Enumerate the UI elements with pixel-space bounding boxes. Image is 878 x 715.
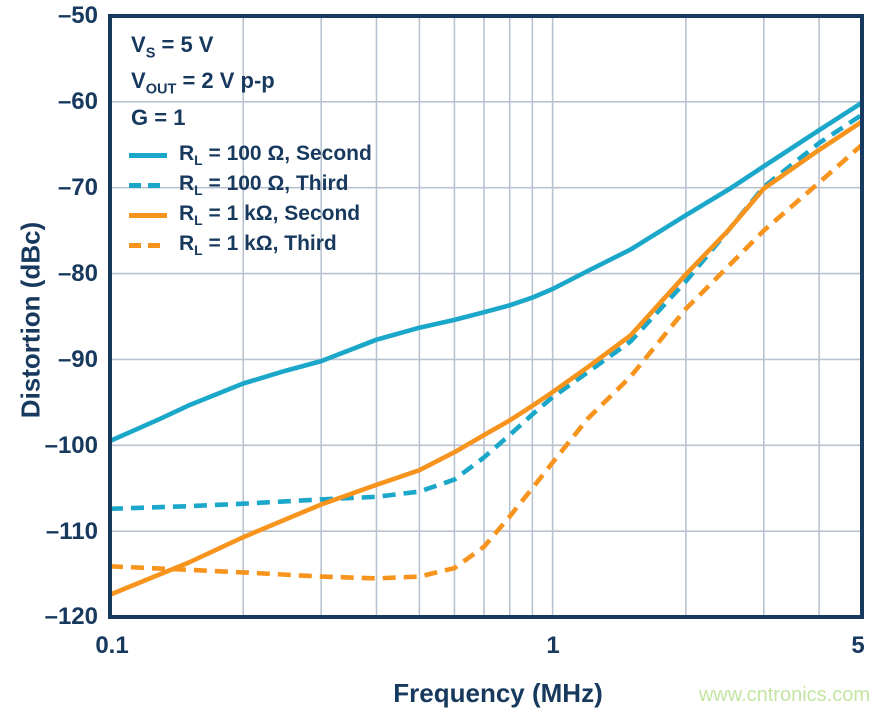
series-rl-1-k-third bbox=[110, 143, 862, 581]
legend-label: RL = 1 kΩ, Third bbox=[179, 231, 337, 259]
y-tick-neg60: –60 bbox=[57, 88, 98, 115]
legend-item-rl1k-second: RL = 1 kΩ, Second bbox=[129, 200, 372, 230]
x-axis-title: Frequency (MHz) bbox=[393, 678, 603, 708]
y-tick-neg100: –100 bbox=[44, 432, 98, 459]
legend-swatch-solid-orange bbox=[129, 212, 167, 218]
legend-item-rl1k-third: RL = 1 kΩ, Third bbox=[129, 230, 372, 260]
legend-label: RL = 100 Ω, Third bbox=[179, 171, 349, 199]
legend-label: RL = 100 Ω, Second bbox=[179, 141, 372, 169]
y-tick-neg110: –110 bbox=[45, 518, 98, 545]
legend-swatch-dashed-cyan bbox=[129, 182, 167, 188]
y-tick-neg80: –80 bbox=[57, 260, 98, 287]
series-rl-1-k-second bbox=[110, 119, 862, 597]
legend-label: RL = 1 kΩ, Second bbox=[179, 201, 361, 229]
y-tick-neg90: –90 bbox=[57, 346, 98, 373]
series-rl-100-second bbox=[110, 100, 862, 444]
legend: RL = 100 Ω, Second RL = 100 Ω, Third RL … bbox=[129, 140, 372, 260]
condition-supply-voltage: VS = 5 V bbox=[131, 32, 214, 62]
legend-item-rl100-second: RL = 100 Ω, Second bbox=[129, 140, 372, 170]
watermark: www.cntronics.com bbox=[698, 684, 870, 706]
gridlines bbox=[110, 16, 862, 617]
y-axis-title: Distortion (dBc) bbox=[15, 221, 46, 419]
legend-swatch-dashed-orange bbox=[129, 242, 167, 248]
series-group bbox=[110, 100, 862, 597]
series-rl-100-third bbox=[110, 112, 862, 512]
y-tick-neg120: –120 bbox=[44, 603, 98, 630]
legend-item-rl100-third: RL = 100 Ω, Third bbox=[129, 170, 372, 200]
condition-gain: G = 1 bbox=[131, 104, 186, 130]
y-tick-neg70: –70 bbox=[57, 174, 98, 201]
condition-output-voltage: VOUT = 2 V p-p bbox=[131, 68, 275, 98]
legend-swatch-solid-cyan bbox=[129, 152, 167, 158]
test-conditions: VS = 5 V VOUT = 2 V p-p G = 1 bbox=[131, 31, 275, 140]
plot-frame bbox=[108, 14, 864, 619]
y-tick-neg50: –50 bbox=[57, 2, 98, 29]
x-tick-0p1: 0.1 bbox=[95, 632, 129, 659]
x-tick-1: 1 bbox=[546, 632, 560, 659]
x-tick-5: 5 bbox=[851, 632, 865, 659]
